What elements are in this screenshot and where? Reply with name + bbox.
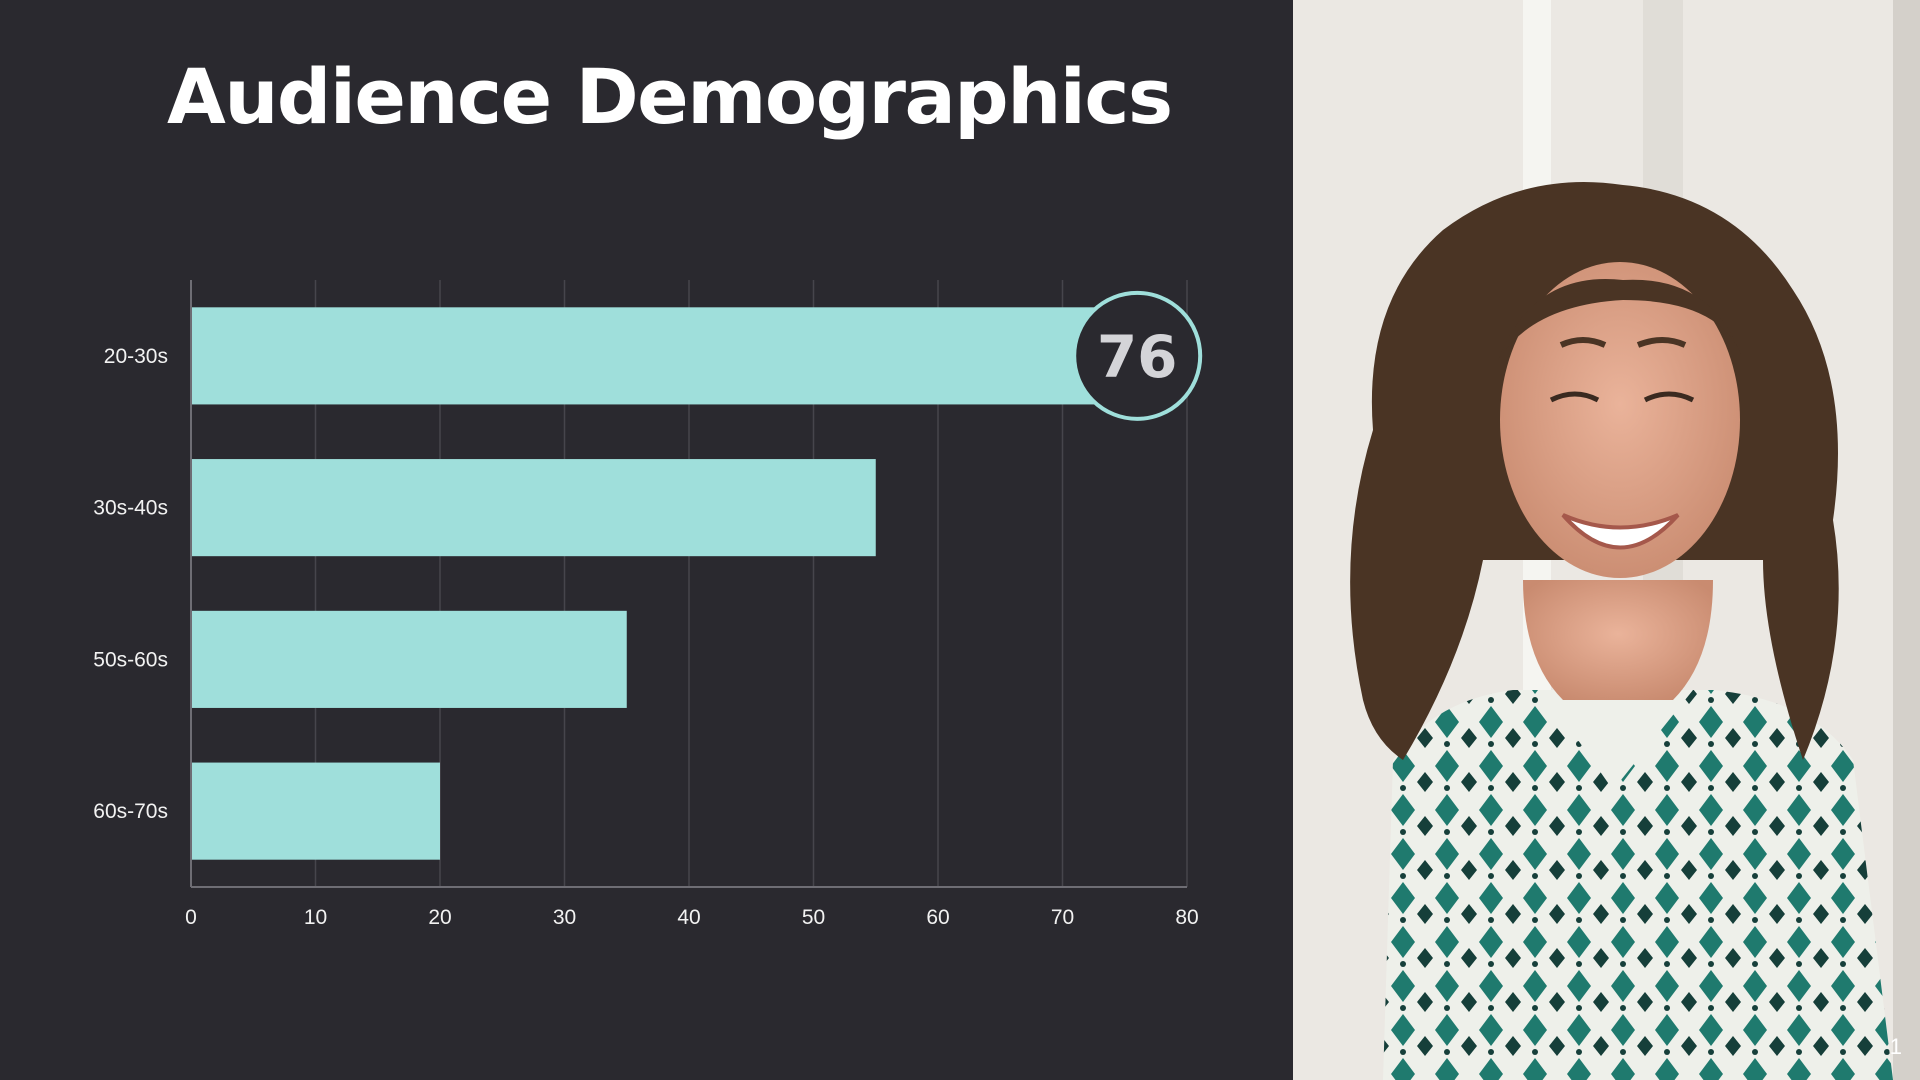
x-tick-label-40: 40: [677, 906, 700, 929]
x-tick-label-20: 20: [428, 906, 451, 929]
x-tick-label-0: 0: [185, 906, 197, 929]
bar-30s-40s: [191, 459, 876, 557]
tick-labels: 0 10 20 30 40 50 60 70 80: [185, 906, 1199, 929]
bar-60s-70s: [191, 762, 440, 860]
page-number: 1: [1889, 1034, 1902, 1059]
highlight-badge: 76: [1072, 290, 1203, 421]
category-label-50s-60s: 50s-60s: [93, 648, 168, 671]
x-tick-label-70: 70: [1051, 906, 1074, 929]
axes: [190, 280, 1187, 888]
portrait-photo: 1: [1293, 0, 1920, 1080]
x-tick-label-60: 60: [926, 906, 949, 929]
bars: [191, 307, 1138, 860]
highlight-badge-value: 76: [1097, 323, 1178, 391]
category-label-60s-70s: 60s-70s: [93, 800, 168, 823]
category-label-30s-40s: 30s-40s: [93, 497, 168, 520]
x-tick-label-10: 10: [304, 906, 327, 929]
x-tick-label-50: 50: [802, 906, 825, 929]
bar-20-30s: [191, 307, 1138, 405]
bar-chart: 20-30s 30s-40s 50s-60s 60s-70s 0 10 20 30 40 50 6…: [93, 280, 1203, 929]
bar-50s-60s: [191, 610, 627, 708]
highlight-badge-circle: [1072, 290, 1203, 421]
portrait-illustration: [1293, 0, 1920, 1080]
x-tick-label-80: 80: [1175, 906, 1198, 929]
slide-title: Audience Demographics: [167, 52, 1173, 141]
category-label-20-30s: 20-30s: [104, 345, 168, 368]
x-tick-label-30: 30: [553, 906, 576, 929]
category-labels: 20-30s 30s-40s 50s-60s 60s-70s: [93, 345, 168, 823]
